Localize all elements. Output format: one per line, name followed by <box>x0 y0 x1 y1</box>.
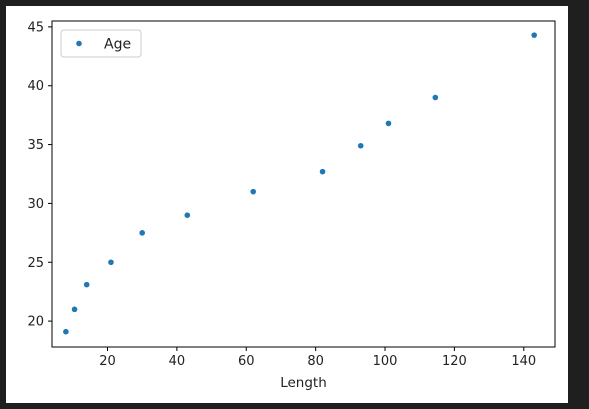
data-point <box>108 259 114 266</box>
x-tick-label: 20 <box>99 354 116 369</box>
y-tick-label: 25 <box>27 256 44 271</box>
x-tick-label: 60 <box>238 354 255 369</box>
data-point <box>250 188 256 195</box>
x-tick-label: 80 <box>307 354 324 369</box>
y-tick-label: 45 <box>27 20 44 35</box>
legend-marker <box>76 40 82 47</box>
data-point <box>357 142 364 149</box>
data-point <box>385 120 392 127</box>
data-point <box>432 94 439 101</box>
y-tick-label: 35 <box>27 138 44 153</box>
data-point <box>139 230 145 236</box>
data-point <box>531 32 537 38</box>
x-tick-label: 40 <box>169 354 186 369</box>
legend-box <box>60 29 142 58</box>
data-point <box>71 306 78 313</box>
y-tick-label: 30 <box>27 197 44 212</box>
x-tick-label: 100 <box>373 354 398 369</box>
legend-label: Age <box>104 37 131 53</box>
figure-canvas: 20 40 60 80 100 120 140 20 25 30 35 40 45 Age Length <box>6 6 568 403</box>
data-points <box>63 32 537 335</box>
scatter-chart: 20 40 60 80 100 120 140 20 25 30 35 40 45 Age Length <box>27 20 556 391</box>
data-point <box>184 212 191 218</box>
data-point <box>63 328 69 335</box>
axis-ticks: 20 40 60 80 100 120 140 20 25 30 35 40 45 <box>27 20 536 369</box>
x-tick-label: 140 <box>511 354 536 369</box>
y-tick-label: 40 <box>27 79 44 94</box>
data-point <box>83 281 90 288</box>
legend: Age <box>60 29 142 58</box>
data-point <box>319 168 326 175</box>
y-tick-label: 20 <box>27 315 44 330</box>
x-tick-label: 120 <box>442 354 467 369</box>
x-axis-label: Length <box>280 375 327 391</box>
plot-area <box>51 20 556 348</box>
plot-frame <box>51 20 556 348</box>
